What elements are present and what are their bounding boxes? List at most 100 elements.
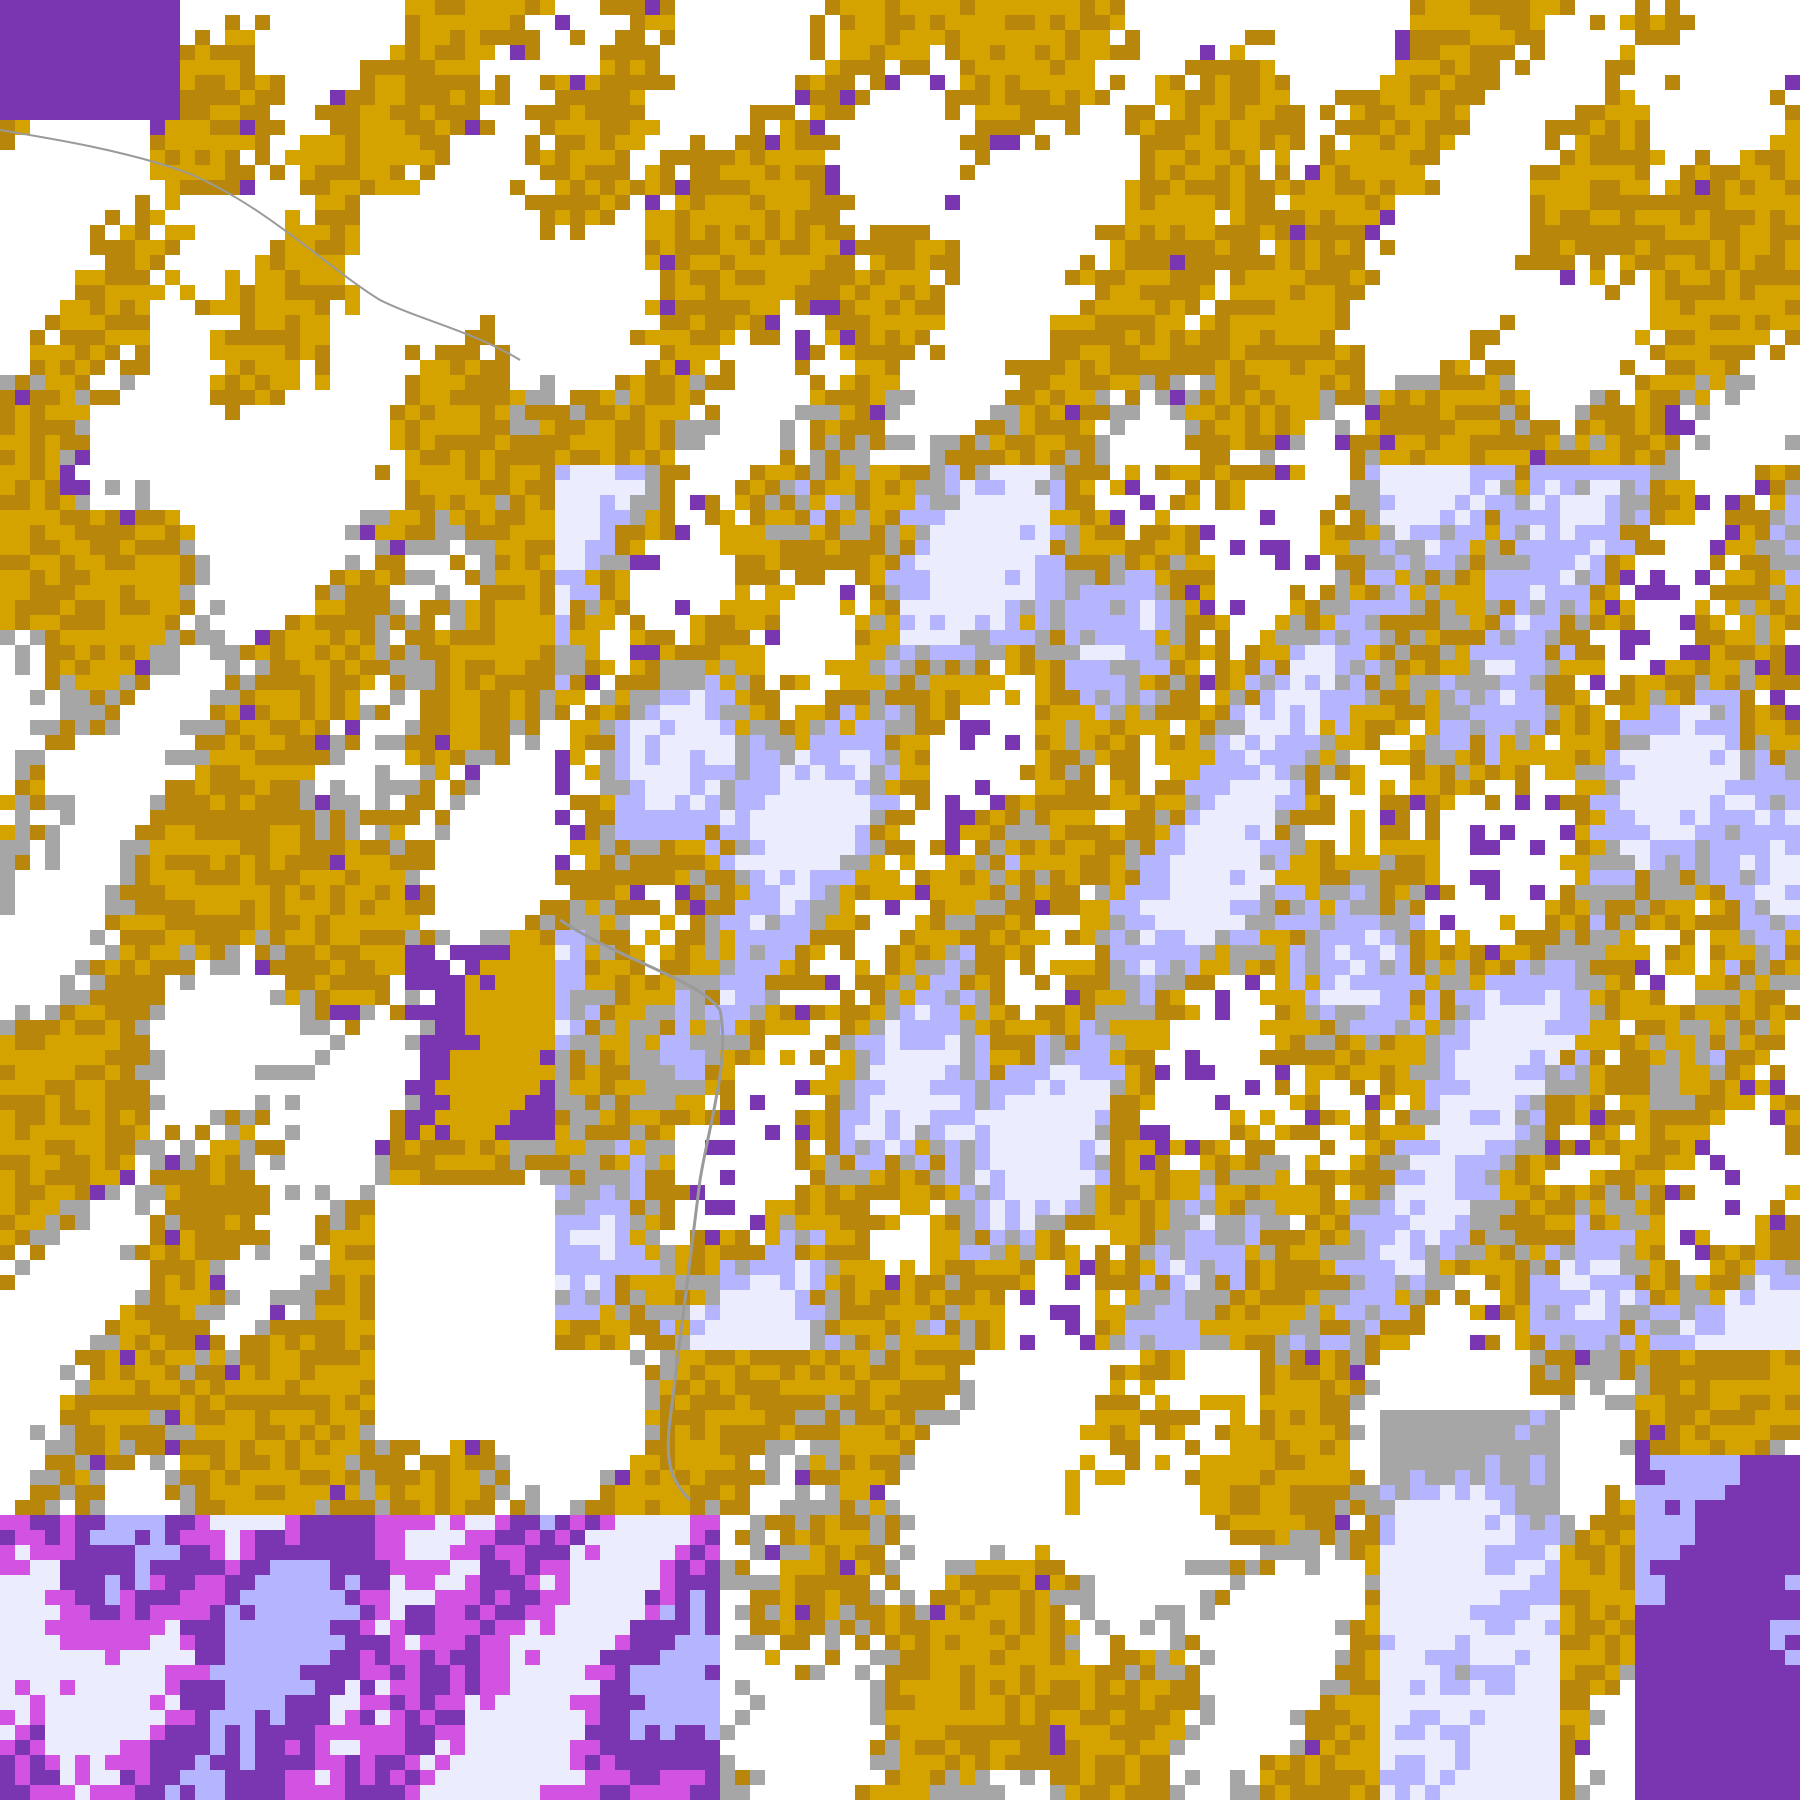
cloud-cell <box>630 90 645 105</box>
cloud-cell <box>1755 630 1770 645</box>
cloud-cell <box>1785 705 1800 720</box>
cloud-cell <box>735 570 750 585</box>
cloud-cell <box>615 435 630 450</box>
cloud-cell <box>1380 105 1395 120</box>
cloud-cell <box>1350 390 1365 405</box>
cloud-cell <box>1545 465 1560 480</box>
cloud-cell <box>1470 0 1485 15</box>
cloud-cell <box>1275 555 1290 570</box>
cloud-cell <box>600 465 615 480</box>
cloud-cell <box>885 600 900 615</box>
cloud-cell <box>1755 570 1770 585</box>
cloud-cell <box>1770 210 1785 225</box>
cloud-cell <box>1455 45 1470 60</box>
cloud-cell <box>1530 675 1545 690</box>
cloud-cell <box>1080 660 1095 675</box>
cloud-cell <box>810 720 825 735</box>
cloud-cell <box>810 915 825 930</box>
cloud-cell <box>570 840 585 855</box>
cloud-cell <box>0 450 15 465</box>
cloud-cell <box>60 540 75 555</box>
cloud-cell <box>120 90 135 105</box>
cloud-cell <box>1380 810 1395 825</box>
cloud-cell <box>1080 300 1095 315</box>
cloud-cell <box>450 630 465 645</box>
cloud-cell <box>375 825 390 840</box>
cloud-cell <box>795 240 810 255</box>
cloud-cell <box>75 450 90 465</box>
cloud-cell <box>1110 765 1125 780</box>
cloud-cell <box>1320 255 1335 270</box>
cloud-cell <box>45 60 60 75</box>
cloud-cell <box>1515 615 1530 630</box>
cloud-cell <box>1050 615 1065 630</box>
cloud-cell <box>1665 765 1680 780</box>
cloud-cell <box>1200 870 1215 885</box>
cloud-cell <box>1755 915 1770 930</box>
cloud-cell <box>585 630 600 645</box>
cloud-cell <box>1770 480 1785 495</box>
cloud-cell <box>360 885 375 900</box>
cloud-cell <box>1725 810 1740 825</box>
cloud-cell <box>945 660 960 675</box>
cloud-cell <box>1125 645 1140 660</box>
cloud-cell <box>345 930 360 945</box>
cloud-cell <box>1320 885 1335 900</box>
cloud-cell <box>195 885 210 900</box>
cloud-cell <box>60 450 75 465</box>
cloud-cell <box>1290 360 1305 375</box>
cloud-cell <box>420 30 435 45</box>
cloud-cell <box>300 630 315 645</box>
cloud-cell <box>0 630 15 645</box>
cloud-cell <box>1140 165 1155 180</box>
cloud-cell <box>1620 600 1635 615</box>
cloud-cell <box>75 525 90 540</box>
cloud-cell <box>1785 225 1800 240</box>
cloud-cell <box>1230 255 1245 270</box>
cloud-cell <box>915 705 930 720</box>
cloud-cell <box>795 195 810 210</box>
cloud-cell <box>945 675 960 690</box>
cloud-cell <box>1275 855 1290 870</box>
cloud-cell <box>360 75 375 90</box>
cloud-cell <box>1125 570 1140 585</box>
cloud-cell <box>1425 705 1440 720</box>
cloud-cell <box>1590 15 1605 30</box>
cloud-cell <box>495 735 510 750</box>
cloud-cell <box>885 630 900 645</box>
cloud-cell <box>120 615 135 630</box>
cloud-cell <box>1440 765 1455 780</box>
cloud-cell <box>240 690 255 705</box>
cloud-cell <box>1065 540 1080 555</box>
cloud-cell <box>165 270 180 285</box>
cloud-cell <box>1110 615 1125 630</box>
cloud-cell <box>1125 105 1140 120</box>
cloud-cell <box>1305 300 1320 315</box>
cloud-cell <box>345 180 360 195</box>
cloud-cell <box>1695 180 1710 195</box>
cloud-cell <box>1260 780 1275 795</box>
cloud-cell <box>210 795 225 810</box>
cloud-cell <box>750 705 765 720</box>
cloud-cell <box>210 750 225 765</box>
cloud-cell <box>525 390 540 405</box>
cloud-cell <box>450 60 465 75</box>
cloud-cell <box>1020 855 1035 870</box>
cloud-cell <box>450 600 465 615</box>
cloud-cell <box>495 360 510 375</box>
cloud-cell <box>1245 300 1260 315</box>
cloud-cell <box>135 840 150 855</box>
cloud-cell <box>795 465 810 480</box>
cloud-cell <box>1785 555 1800 570</box>
cloud-cell <box>345 150 360 165</box>
cloud-cell <box>1740 720 1755 735</box>
cloud-cell <box>1590 615 1605 630</box>
cloud-cell <box>0 435 15 450</box>
cloud-cell <box>1725 645 1740 660</box>
cloud-cell <box>840 60 855 75</box>
cloud-cell <box>345 105 360 120</box>
cloud-cell <box>1500 765 1515 780</box>
cloud-cell <box>1365 600 1380 615</box>
cloud-cell <box>1695 795 1710 810</box>
cloud-cell <box>1725 390 1740 405</box>
